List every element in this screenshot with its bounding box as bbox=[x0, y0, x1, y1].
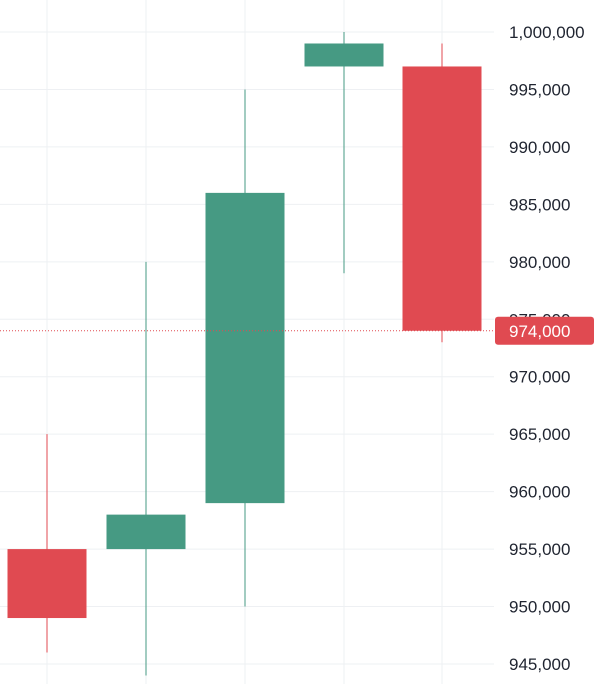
y-tick-label: 985,000 bbox=[509, 195, 570, 214]
last-price-label: 974,000 bbox=[509, 322, 570, 341]
y-tick-label: 950,000 bbox=[509, 598, 570, 617]
candle-body bbox=[402, 66, 482, 331]
y-tick-label: 995,000 bbox=[509, 80, 570, 99]
y-tick-label: 945,000 bbox=[509, 655, 570, 674]
y-tick-label: 980,000 bbox=[509, 253, 570, 272]
last-price-tag-bg bbox=[495, 316, 594, 345]
candle-body bbox=[304, 43, 384, 67]
candle-body bbox=[106, 514, 186, 550]
y-tick-label: 1,000,000 bbox=[509, 23, 585, 42]
y-tick-label: 955,000 bbox=[509, 540, 570, 559]
candle-body bbox=[7, 549, 87, 619]
y-tick-label: 965,000 bbox=[509, 425, 570, 444]
y-tick-label: 970,000 bbox=[509, 368, 570, 387]
last-price-tag[interactable]: 974,000 bbox=[495, 316, 594, 345]
y-axis: 945,000 950,000 955,000 960,000 965,000 970,0… bbox=[509, 23, 585, 674]
y-tick-label: 960,000 bbox=[509, 483, 570, 502]
y-tick-label: 990,000 bbox=[509, 138, 570, 157]
candle-body bbox=[205, 192, 285, 504]
candles bbox=[7, 32, 482, 676]
